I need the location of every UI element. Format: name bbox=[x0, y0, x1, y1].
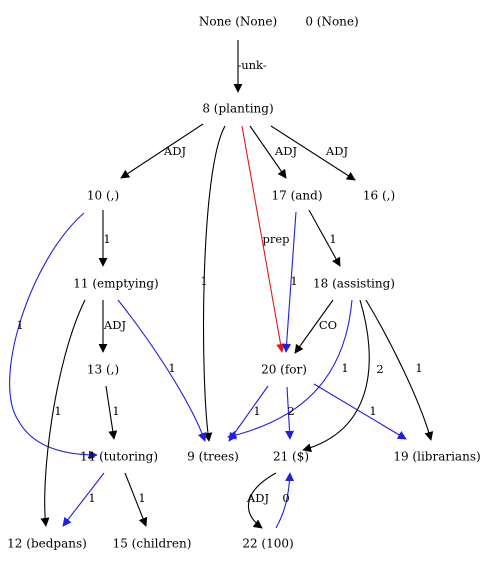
node-n13: 13 (,) bbox=[87, 363, 119, 377]
edge-labels-layer: -unk- ADJ 1 prep ADJ ADJ 1 1 1 1 ADJ 1 1 CO 1 2 1 1 1 2 1 1 1 A… bbox=[16, 58, 422, 505]
edge-label-n18-to-n20: CO bbox=[319, 318, 337, 332]
edge-n18-to-n9 bbox=[227, 299, 353, 440]
edge-label-n10-to-n11: 1 bbox=[103, 232, 110, 246]
node-n15: 15 (children) bbox=[113, 537, 192, 551]
edge-label-none-to-n8: -unk- bbox=[237, 58, 266, 72]
edge-label-n8-to-n20: prep bbox=[262, 232, 289, 246]
node-n0: 0 (None) bbox=[305, 15, 358, 29]
edge-n18-to-n19 bbox=[365, 299, 434, 441]
node-n10: 10 (,) bbox=[87, 189, 119, 203]
edge-label-n21-to-n22: ADJ bbox=[246, 491, 270, 505]
node-n18: 18 (assisting) bbox=[313, 277, 395, 291]
edge-n18-to-n20 bbox=[294, 299, 334, 354]
edge-n22-to-n21 bbox=[275, 472, 295, 529]
node-n22: 22 (100) bbox=[242, 537, 293, 551]
edge-n20-to-n19 bbox=[313, 383, 407, 440]
edge-label-n14-to-n15: 1 bbox=[138, 491, 145, 505]
node-n14: 14 (tutoring) bbox=[80, 450, 158, 464]
edge-n21-to-n22 bbox=[247, 472, 277, 529]
edge-n17-to-n20 bbox=[282, 211, 297, 353]
edge-n20-to-n9 bbox=[228, 385, 269, 442]
node-n12: 12 (bedpans) bbox=[7, 537, 87, 551]
node-n21: 21 ($) bbox=[273, 450, 309, 464]
node-n16: 16 (,) bbox=[363, 189, 395, 203]
edge-label-n18-to-n19: 1 bbox=[415, 361, 422, 375]
edge-label-n22-to-n21: 0 bbox=[282, 491, 289, 505]
edge-label-n10-to-n14: 1 bbox=[16, 318, 23, 332]
edge-label-n20-to-n9: 1 bbox=[253, 404, 260, 418]
node-n8: 8 (planting) bbox=[202, 102, 273, 116]
edge-label-n17-to-n18: 1 bbox=[329, 232, 336, 246]
edge-label-n11-to-n9: 1 bbox=[168, 361, 175, 375]
edge-n8-to-n10 bbox=[120, 123, 204, 179]
edge-label-n20-to-n21: 2 bbox=[287, 404, 294, 418]
edge-label-n11-to-n12: 1 bbox=[54, 404, 61, 418]
edge-label-n20-to-n19: 1 bbox=[369, 404, 376, 418]
edges-layer bbox=[9, 40, 434, 529]
edge-n8-to-n9 bbox=[202, 125, 226, 442]
edge-n10-to-n14 bbox=[9, 212, 98, 460]
edge-n14-to-n15 bbox=[124, 472, 148, 527]
edge-label-n18-to-n9: 1 bbox=[341, 361, 348, 375]
edge-n14-to-n12 bbox=[62, 472, 105, 527]
edge-n8-to-n17 bbox=[249, 125, 287, 179]
edge-label-n11-to-n13: ADJ bbox=[103, 318, 127, 332]
node-n9: 9 (trees) bbox=[187, 450, 239, 464]
edge-n8-to-n20 bbox=[241, 125, 286, 353]
edge-label-n8-to-n10: ADJ bbox=[163, 144, 187, 158]
edge-label-n8-to-n17: ADJ bbox=[274, 144, 298, 158]
edge-n13-to-n14 bbox=[105, 385, 118, 440]
edge-label-n14-to-n12: 1 bbox=[88, 491, 95, 505]
edge-n17-to-n18 bbox=[308, 209, 341, 267]
node-none: None (None) bbox=[199, 15, 277, 29]
node-n17: 17 (and) bbox=[271, 189, 322, 203]
node-n11: 11 (emptying) bbox=[73, 277, 158, 291]
node-n20: 20 (for) bbox=[261, 363, 307, 377]
edge-n8-to-n16 bbox=[270, 125, 356, 181]
edge-label-n17-to-n20: 1 bbox=[290, 274, 297, 288]
node-n19: 19 (librarians) bbox=[393, 450, 480, 464]
edge-n18-to-n21 bbox=[302, 299, 370, 453]
edge-label-n18-to-n21: 2 bbox=[376, 362, 383, 376]
edge-label-n13-to-n14: 1 bbox=[112, 404, 119, 418]
edge-n11-to-n9 bbox=[117, 299, 207, 442]
nodes-layer: None (None) 0 (None) 8 (planting) 10 (,) 17 … bbox=[7, 15, 480, 551]
edge-label-n8-to-n9: 1 bbox=[200, 274, 207, 288]
edge-label-n8-to-n16: ADJ bbox=[325, 144, 349, 158]
edge-n11-to-n12 bbox=[40, 299, 86, 527]
edge-n20-to-n21 bbox=[285, 386, 295, 440]
